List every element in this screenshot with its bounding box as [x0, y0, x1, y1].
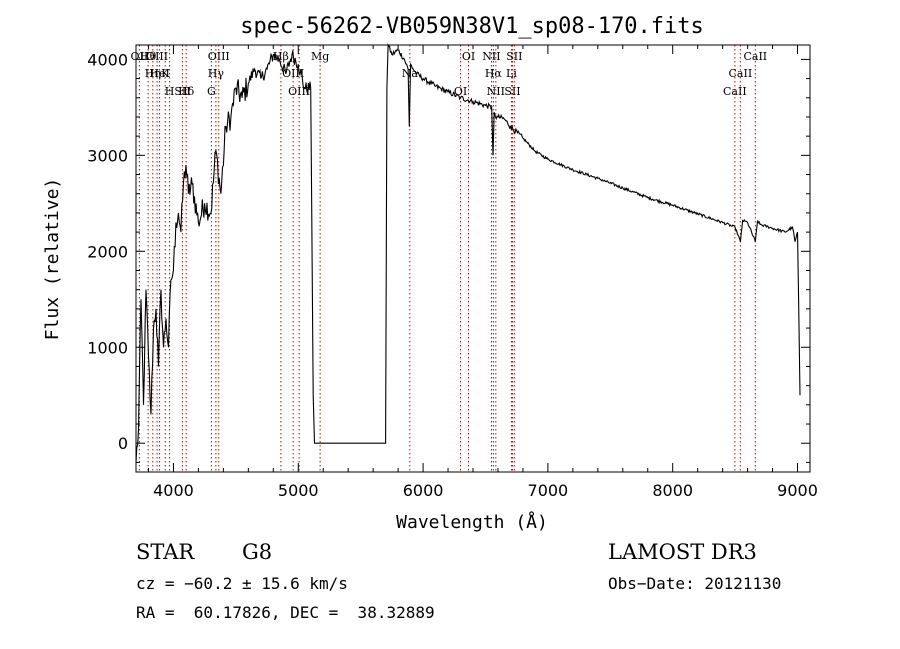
- line-marker-label: SII: [506, 50, 522, 63]
- subclass: G8: [242, 540, 273, 564]
- y-tick-label: 1000: [87, 338, 128, 357]
- x-axis-label: Wavelength (Å): [396, 511, 548, 533]
- line-marker-label: OIII: [208, 50, 230, 63]
- coordinates: RA = 60.17826, DEC = 38.32889: [136, 603, 435, 622]
- line-marker-label: NII: [487, 85, 505, 98]
- line-marker-label: SII: [504, 85, 520, 98]
- x-tick-label: 6000: [403, 481, 444, 500]
- y-axis-ticks: 0 1000 2000 3000 4000: [87, 50, 810, 463]
- y-axis-label: Flux (relative): [42, 178, 63, 341]
- line-marker-label: CaII: [743, 50, 767, 63]
- line-marker-label: OIII: [146, 50, 168, 63]
- x-tick-label: 7000: [528, 481, 569, 500]
- line-marker-label: OI: [462, 50, 475, 63]
- line-marker-label: Li: [506, 67, 517, 80]
- spectrum-chart: spec-56262-VB059N38V1_sp08-170.fits HθKH…: [42, 14, 818, 533]
- survey-name: LAMOST DR3: [608, 540, 757, 564]
- line-marker-label: Hγ: [208, 67, 225, 80]
- line-marker-label: Hη: [145, 67, 161, 80]
- line-marker-label: SII: [174, 85, 190, 98]
- line-markers: [138, 45, 756, 472]
- y-tick-label: 0: [118, 434, 128, 453]
- line-marker-label: Hα: [485, 67, 503, 80]
- obs-date: Obs−Date: 20121130: [608, 574, 782, 593]
- line-marker-label: Mg: [311, 50, 329, 63]
- y-tick-label: 4000: [87, 50, 128, 69]
- x-axis-ticks: 4000 5000 6000 7000 8000 9000: [147, 45, 818, 500]
- x-tick-label: 4000: [153, 481, 194, 500]
- line-marker-label: NII: [482, 50, 500, 63]
- line-marker-label: H: [165, 85, 175, 98]
- line-marker-label: HeI: [149, 67, 169, 80]
- line-marker-label: K: [161, 67, 170, 80]
- flux-series-line: [135, 42, 801, 463]
- x-tick-label: 5000: [278, 481, 319, 500]
- line-marker-label: CaII: [729, 67, 753, 80]
- plot-frame: [135, 44, 811, 473]
- redshift-readout: cz = −60.2 ± 15.6 km/s: [136, 574, 348, 593]
- line-marker-label: CaII: [723, 85, 747, 98]
- y-tick-label: 3000: [87, 146, 128, 165]
- line-marker-label: Hδ: [178, 85, 195, 98]
- chart-title: spec-56262-VB059N38V1_sp08-170.fits: [240, 14, 704, 39]
- x-tick-label: 9000: [777, 481, 818, 500]
- line-marker-labels: HθKHδOIIHeISIIOIIIHηHOIIIHγGHβOIIIOIIIMg…: [131, 50, 768, 98]
- y-tick-label: 2000: [87, 242, 128, 261]
- line-marker-label: G: [207, 85, 216, 98]
- object-class: STAR: [136, 540, 195, 564]
- x-tick-label: 8000: [652, 481, 693, 500]
